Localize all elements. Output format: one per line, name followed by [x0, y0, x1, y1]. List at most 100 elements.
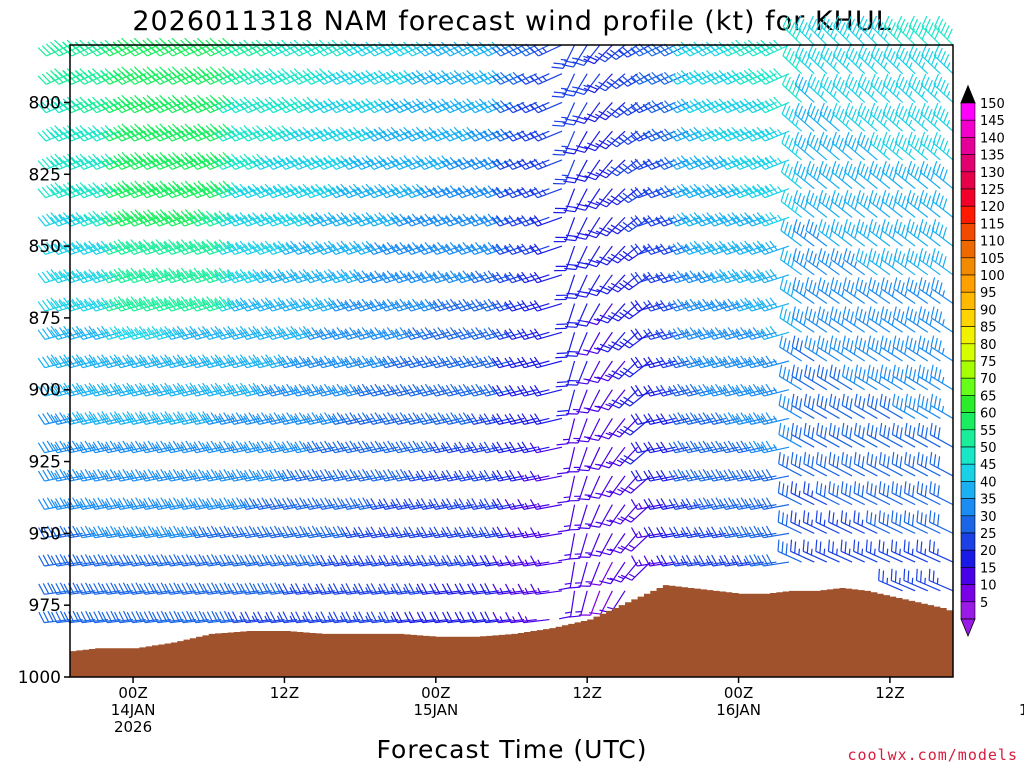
barb-flag: [201, 212, 211, 222]
barb-flag: [159, 270, 168, 281]
barb-flag: [138, 240, 147, 251]
barb-flag: [105, 526, 113, 538]
barb-flag: [100, 329, 109, 340]
barb-flag: [54, 215, 63, 225]
barb-flag: [88, 131, 97, 142]
barb-flag: [168, 296, 177, 307]
barb-flag: [163, 75, 173, 85]
barb-flag: [150, 98, 160, 108]
wind-barb: [164, 468, 197, 482]
barb-flag: [181, 611, 188, 623]
barb-flag: [206, 296, 215, 307]
barb-flag: [167, 186, 177, 197]
barb-flag: [180, 68, 190, 78]
barb-flag: [151, 155, 160, 165]
barb-flag: [185, 468, 193, 480]
barb-flag: [135, 554, 143, 565]
barb-flag: [197, 185, 206, 195]
barb-flag: [163, 386, 172, 397]
barb-flag: [97, 525, 105, 537]
wind-barb: [163, 440, 197, 454]
barb-flag: [101, 498, 109, 510]
barb-flag: [201, 240, 210, 251]
barb-flag: [92, 130, 102, 140]
barb-flag: [117, 96, 127, 107]
barb-flag: [79, 243, 88, 254]
wind-barb: [188, 180, 222, 199]
barb-flag: [71, 71, 81, 82]
barb-flag: [138, 268, 147, 279]
barb-flag: [42, 469, 50, 481]
barb-flag: [37, 216, 46, 227]
barb-half-flag: [87, 98, 93, 105]
barb-flag: [109, 156, 118, 167]
barb-flag: [168, 498, 176, 509]
wind-barb: [100, 152, 134, 170]
barb-flag: [138, 126, 148, 137]
barb-flag: [134, 412, 143, 423]
wind-barb: [126, 554, 159, 567]
barb-flag: [92, 101, 102, 112]
barb-flag: [125, 160, 135, 170]
barb-flag: [117, 356, 126, 367]
barb-flag: [139, 583, 146, 595]
barb-flag: [193, 300, 202, 311]
barb-flag: [163, 273, 172, 284]
barb-flag: [176, 354, 185, 365]
barb-flag: [41, 158, 51, 169]
barb-half-flag: [192, 444, 198, 451]
wind-barb: [138, 209, 172, 227]
barb-flag: [126, 611, 134, 623]
barb-flag: [42, 526, 50, 538]
barb-flag: [173, 582, 180, 594]
barb-flag: [193, 101, 203, 112]
barb-flag: [118, 611, 125, 623]
barb-flag: [41, 130, 51, 140]
barb-flag: [75, 297, 84, 308]
barb-flag: [110, 554, 117, 565]
barb-flag: [42, 356, 50, 367]
barb-flag: [196, 66, 206, 76]
barb-flag: [67, 45, 77, 55]
barb-flag: [134, 180, 143, 191]
barb-flag: [113, 527, 121, 538]
barb-flag: [134, 383, 143, 395]
barb-flag: [163, 216, 173, 227]
barb-flag: [151, 188, 160, 199]
wind-barb: [126, 497, 159, 510]
barb-half-flag: [70, 271, 76, 278]
barb-flag: [113, 212, 122, 222]
barb-flag: [126, 555, 134, 567]
barb-flag: [155, 153, 164, 164]
barb-flag: [83, 242, 93, 252]
barb-flag: [201, 297, 210, 308]
barb-flag: [159, 383, 168, 395]
wind-barb: [151, 497, 184, 510]
barb-flag: [151, 442, 159, 454]
wind-barb: [163, 267, 197, 284]
barb-flag: [142, 239, 152, 250]
barb-flag: [180, 356, 189, 367]
barb-flag: [121, 327, 130, 338]
barb-flag: [155, 239, 164, 250]
wind-barb: [63, 468, 96, 482]
barb-flag: [41, 215, 51, 225]
barb-flag: [54, 469, 63, 481]
barb-flag: [189, 75, 199, 85]
barb-flag: [184, 152, 194, 162]
barb-flag: [176, 382, 185, 394]
wind-barb: [530, 583, 563, 595]
barb-flag: [113, 244, 122, 255]
wind-barb: [50, 182, 83, 199]
barb-flag: [75, 357, 84, 369]
wind-barb: [176, 440, 209, 454]
barb-half-flag: [150, 270, 156, 277]
barb-flag: [50, 325, 59, 337]
barb-flag: [189, 47, 199, 57]
barb-flag: [163, 155, 173, 165]
barb-half-flag: [70, 214, 76, 221]
barb-flag: [47, 610, 54, 622]
barb-flag: [50, 498, 58, 510]
barb-flag: [92, 158, 101, 169]
barb-flag: [113, 382, 122, 394]
